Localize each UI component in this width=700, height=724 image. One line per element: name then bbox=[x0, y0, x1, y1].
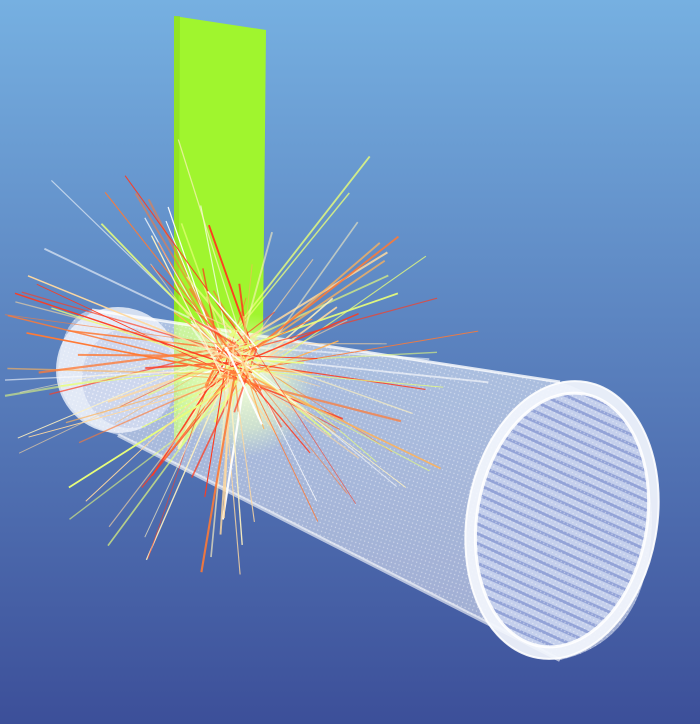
particle-track bbox=[242, 316, 252, 367]
tube-right-end bbox=[464, 380, 660, 660]
particle-track bbox=[241, 231, 274, 341]
particle-track bbox=[240, 292, 399, 349]
particle-track bbox=[144, 372, 222, 538]
particle-track bbox=[68, 368, 257, 489]
particle-track bbox=[254, 378, 348, 494]
particle-track bbox=[177, 139, 245, 346]
particle-track bbox=[228, 377, 243, 545]
particle-track bbox=[225, 346, 263, 425]
particle-track bbox=[247, 235, 399, 355]
particle-track bbox=[236, 251, 388, 346]
particle-track bbox=[78, 372, 237, 444]
particle-track bbox=[145, 369, 230, 561]
particle-track bbox=[36, 283, 238, 379]
particle-track bbox=[239, 353, 393, 453]
particle-track bbox=[7, 314, 237, 373]
particle-track bbox=[145, 360, 245, 370]
particle-track bbox=[190, 326, 224, 372]
particle-track bbox=[242, 318, 313, 354]
particle-track bbox=[222, 348, 311, 454]
particle-track bbox=[256, 351, 438, 363]
particle-track bbox=[227, 313, 359, 370]
particle-track bbox=[151, 363, 225, 477]
particle-track bbox=[222, 376, 241, 575]
particle-tracks bbox=[4, 139, 489, 575]
particle-track bbox=[157, 242, 231, 362]
particle-track bbox=[150, 235, 222, 374]
particle-track bbox=[27, 275, 251, 367]
particle-track bbox=[248, 378, 319, 522]
particle-track bbox=[120, 339, 259, 408]
particle-track bbox=[17, 348, 230, 439]
particle-track bbox=[65, 367, 258, 424]
particle-track bbox=[124, 175, 252, 352]
particle-track bbox=[200, 205, 229, 346]
particle-track bbox=[189, 316, 240, 348]
particle-track bbox=[257, 255, 427, 375]
particle-track bbox=[241, 361, 332, 437]
particle-track bbox=[226, 368, 444, 388]
particle-track bbox=[28, 376, 251, 438]
particle-track bbox=[85, 361, 237, 502]
particle-track bbox=[100, 223, 227, 353]
particle-track bbox=[4, 368, 225, 381]
particle-track bbox=[26, 332, 250, 378]
particle-track bbox=[253, 347, 357, 504]
particle-track bbox=[239, 351, 413, 415]
particle-track bbox=[14, 292, 253, 374]
particle-track bbox=[253, 363, 426, 390]
particle-track bbox=[163, 371, 233, 460]
particle-track bbox=[60, 364, 259, 387]
particle-track bbox=[204, 355, 228, 498]
particle-track bbox=[244, 366, 333, 429]
particle-track bbox=[251, 221, 359, 371]
particle-track bbox=[207, 290, 260, 351]
particle-track bbox=[243, 330, 479, 372]
particle-track bbox=[200, 371, 237, 573]
particle-track bbox=[251, 379, 360, 459]
particle-track bbox=[195, 311, 257, 341]
particle-track bbox=[51, 307, 234, 369]
